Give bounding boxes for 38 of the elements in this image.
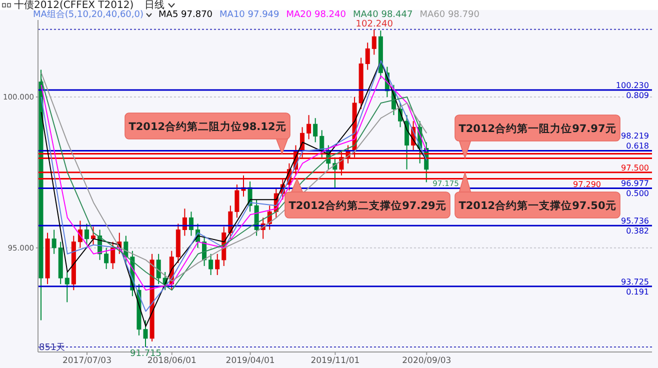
- candlestick: [84, 223, 89, 246]
- ref-line-label: 100.230 0.809: [616, 81, 649, 100]
- candlestick: [208, 253, 214, 276]
- candlestick: [306, 114, 312, 140]
- x-tick-label: 2019/11/01: [310, 356, 360, 366]
- legend-title: MA组合(5,10,20,40,60,0): [33, 10, 145, 20]
- chart-title: 十债2012(CFFEX T2012): [14, 0, 134, 11]
- candlestick: [91, 226, 96, 246]
- ref-line-label: 93.725 0.191: [621, 277, 649, 296]
- candlestick: [110, 241, 116, 270]
- candlestick: [313, 118, 318, 143]
- annotation: 102.240: [356, 19, 394, 30]
- ref-line-label: 96.977 0.500: [621, 179, 649, 198]
- text: MA40 98.447: [352, 10, 413, 20]
- annotation: T2012合约第一支撑位97.50元: [458, 199, 616, 212]
- candlestick: [372, 28, 376, 56]
- candlestick: [104, 247, 109, 270]
- annotation: 851天: [39, 342, 66, 353]
- text: MA10 97.949: [220, 10, 280, 20]
- ref-line-label: 97.290: [573, 180, 601, 189]
- ref-line-label: 97.500: [621, 163, 649, 172]
- candlestick: [64, 272, 70, 303]
- x-tick-label: 2020/09/03: [402, 356, 452, 366]
- annotation: T2012合约第二支撑位97.29元: [288, 199, 446, 212]
- candlestick: [215, 253, 220, 276]
- chart-subtitle: 日线: [144, 0, 165, 11]
- candlestick: [365, 42, 370, 70]
- annotation: T2012合约第二阻力位98.12元: [128, 120, 286, 133]
- text: MA60 98.790: [420, 10, 480, 20]
- ref-line-label: 98.219 0.618: [621, 132, 649, 151]
- annotation: T2012合约第一阻力位97.97元: [458, 122, 616, 135]
- text: MA20 98.240: [286, 10, 346, 20]
- text: MA5 97.870: [158, 10, 213, 20]
- x-tick-label: 2019/04/01: [226, 356, 275, 366]
- ref-line-label: 95.736 0.382: [621, 216, 649, 236]
- candlestick: [52, 229, 56, 254]
- x-tick-label: 2017/07/03: [62, 356, 112, 366]
- candlestick: [156, 253, 161, 285]
